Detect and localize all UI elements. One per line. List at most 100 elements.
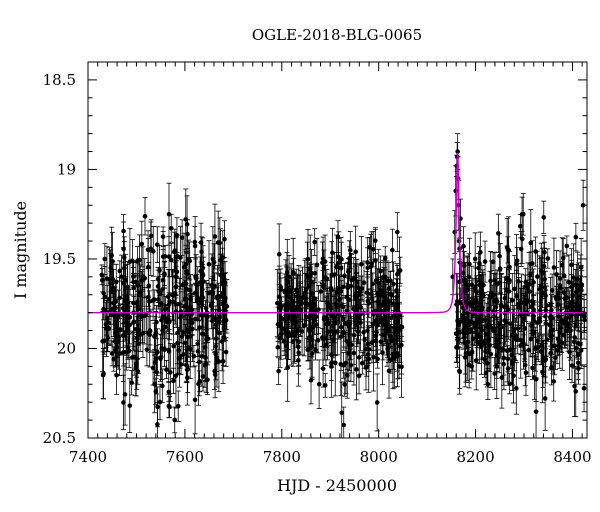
data-point [175, 340, 180, 346]
data-point [346, 269, 351, 274]
data-point [565, 321, 570, 326]
data-point [465, 339, 471, 345]
data-point [491, 292, 496, 298]
data-point [275, 345, 281, 350]
data-point [329, 360, 334, 366]
data-point [507, 278, 512, 283]
data-point [482, 356, 487, 362]
data-point [336, 260, 341, 266]
data-point [209, 282, 215, 288]
data-point [177, 355, 183, 360]
data-point [154, 319, 159, 325]
data-point [391, 337, 396, 343]
y-tick-label: 20 [57, 339, 76, 357]
data-point [396, 364, 402, 369]
data-point [312, 270, 318, 276]
data-point [373, 278, 379, 283]
data-point [574, 283, 579, 289]
data-point [348, 341, 353, 347]
data-point [179, 334, 185, 339]
data-point [117, 268, 123, 274]
data-point [156, 289, 162, 294]
data-point [166, 254, 172, 259]
data-point [168, 225, 174, 231]
data-point [499, 375, 505, 380]
x-tick-label: 7600 [166, 448, 204, 466]
data-point [483, 370, 489, 376]
data-point [312, 296, 317, 302]
data-point [283, 303, 288, 309]
data-point [195, 341, 201, 346]
data-point [391, 301, 396, 307]
data-point [520, 319, 526, 324]
data-point [510, 358, 515, 364]
data-point [377, 300, 382, 305]
data-point [113, 299, 118, 305]
data-point [454, 331, 459, 336]
data-point [365, 298, 371, 304]
data-point [342, 273, 347, 279]
data-point [493, 304, 499, 310]
data-point [515, 337, 521, 342]
data-point [121, 400, 126, 405]
data-point [140, 330, 146, 336]
data-point [212, 372, 218, 377]
data-point [363, 346, 369, 352]
data-point [218, 257, 223, 263]
data-point [192, 397, 198, 403]
data-point [369, 261, 374, 266]
y-tick-label: 19.5 [43, 250, 76, 268]
data-point [157, 399, 163, 405]
data-point [330, 337, 335, 342]
data-point [571, 339, 577, 345]
data-point [369, 296, 375, 301]
data-point [193, 274, 198, 280]
data-point [543, 293, 548, 299]
data-point [526, 347, 532, 353]
data-point [456, 322, 461, 328]
data-point [308, 377, 314, 383]
data-point [571, 275, 576, 280]
data-point [511, 326, 516, 331]
data-point [539, 284, 544, 290]
data-point [164, 367, 169, 372]
data-point [504, 304, 510, 309]
data-point [347, 256, 352, 261]
data-point [390, 247, 395, 253]
data-point [531, 318, 537, 324]
data-point [382, 256, 388, 261]
data-point [308, 273, 313, 279]
data-point [152, 333, 158, 338]
data-point [510, 332, 515, 338]
data-point [469, 364, 475, 369]
data-point [353, 249, 358, 255]
data-point [458, 319, 464, 324]
y-tick-label: 20.5 [43, 429, 76, 447]
data-point [179, 235, 185, 240]
data-point [168, 257, 174, 263]
data-point [326, 302, 331, 307]
data-point [573, 234, 579, 240]
data-point [533, 409, 539, 415]
data-point [314, 262, 320, 268]
data-point [522, 326, 527, 331]
data-point [318, 289, 324, 294]
data-point [557, 344, 563, 350]
data-point [115, 337, 120, 342]
data-point [540, 270, 545, 276]
data-point [362, 337, 367, 343]
data-point [306, 326, 312, 332]
data-point [197, 379, 202, 384]
plot-frame [87, 61, 588, 439]
data-point [137, 257, 142, 263]
data-point [299, 329, 305, 334]
data-point [319, 335, 325, 340]
model-curve [88, 152, 587, 314]
data-point [517, 300, 523, 305]
data-point [178, 362, 184, 367]
data-point [482, 259, 488, 264]
data-point [209, 301, 214, 307]
data-point [108, 265, 114, 271]
x-tick-label: 8400 [553, 448, 591, 466]
data-point [371, 354, 376, 360]
